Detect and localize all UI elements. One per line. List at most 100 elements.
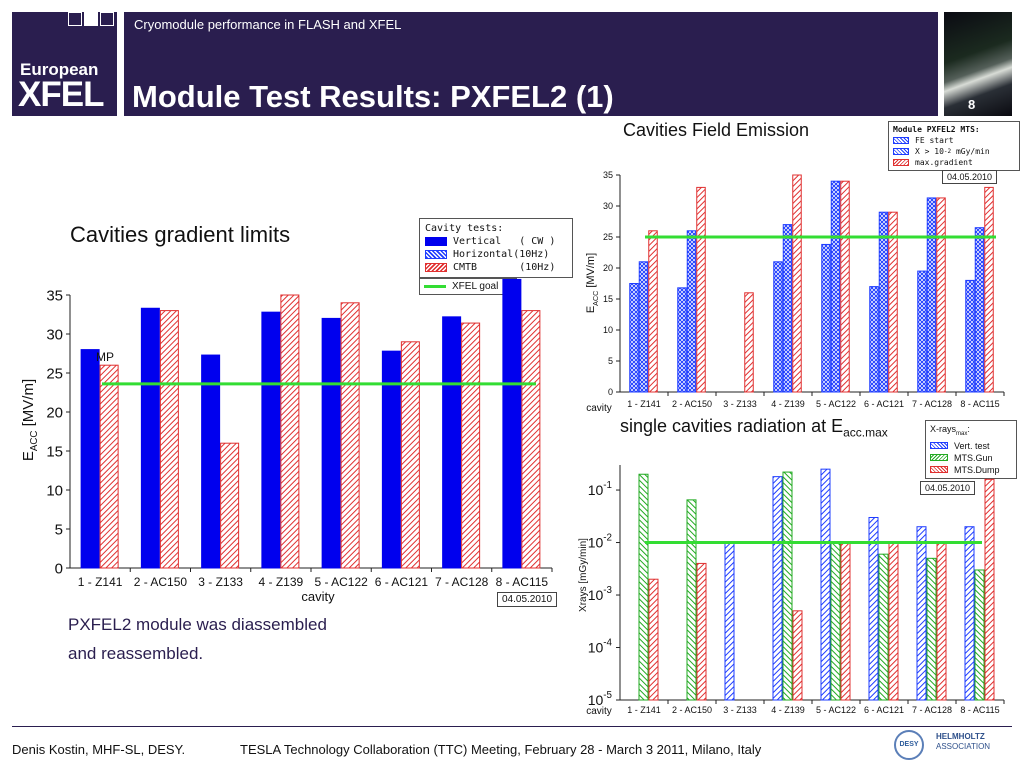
rad-date: 04.05.2010 (920, 481, 976, 495)
bar (696, 562, 707, 701)
bar (965, 279, 975, 393)
x-tick-label: 8 - AC115 (496, 575, 549, 589)
bar (686, 230, 697, 393)
bar (648, 578, 659, 701)
rad-heading-text: single cavities radiation at E (620, 416, 844, 436)
y-tick-label: 10-1 (588, 480, 612, 498)
bar (772, 476, 783, 701)
y-tick-label: 0 (608, 387, 613, 397)
y-tick-label: 0 (55, 560, 63, 577)
bar (80, 349, 100, 569)
x-tick-label: 6 - AC121 (864, 399, 904, 409)
logo-text-xfel: XFEL (18, 75, 104, 114)
rad-heading: single cavities radiation at Eacc.max (620, 416, 888, 440)
legend-item-vertical: Vertical ( CW ) (425, 235, 567, 248)
bar (888, 542, 899, 701)
y-tick-label: 10-4 (588, 638, 613, 656)
y-tick-label: 5 (608, 356, 613, 366)
fe-date: 04.05.2010 (942, 170, 998, 184)
bar (400, 341, 420, 569)
x-tick-label: 5 - AC122 (816, 399, 856, 409)
x-axis-label: cavity (586, 706, 612, 717)
y-tick-label: 30 (603, 201, 613, 211)
bar (220, 442, 240, 569)
y-axis-label: Xrays [mGy/min] (578, 538, 589, 612)
bar (830, 180, 841, 393)
bar (926, 557, 937, 701)
bar (964, 526, 975, 701)
xfel-goal-legend: XFEL goal (419, 278, 517, 295)
legend-item-x-threshold: X > 10 -2 mGy/min (893, 146, 1015, 157)
fe-legend-title: Module PXFEL2 MTS: (893, 125, 980, 134)
bar (782, 471, 793, 701)
bar (974, 227, 985, 393)
legend-item-cmtb: CMTB (10Hz) (425, 261, 567, 274)
title-bar (124, 12, 938, 116)
bar (821, 243, 831, 393)
bar (159, 310, 179, 569)
bar (840, 542, 851, 701)
y-tick-label: 10-3 (588, 585, 613, 603)
header-photo (944, 12, 1012, 116)
y-tick-label: 35 (603, 170, 613, 180)
y-tick-label: 5 (55, 521, 63, 538)
bar (782, 224, 793, 393)
y-tick-label: 25 (603, 232, 613, 242)
xfel-logo (12, 12, 117, 116)
bar (984, 186, 994, 393)
x-tick-label: 5 - AC122 (314, 575, 368, 589)
x-tick-label: 2 - AC150 (672, 399, 712, 409)
legend-item-max-gradient: max.gradient (893, 157, 1015, 168)
bar (974, 569, 985, 701)
y-tick-label: 15 (46, 443, 63, 460)
x-tick-label: 7 - AC128 (435, 575, 489, 589)
y-tick-label: 20 (603, 263, 613, 273)
legend-item-horizontal: Horizontal(10Hz) (425, 248, 567, 261)
x-tick-label: 4 - Z139 (771, 399, 805, 409)
bar (936, 542, 947, 701)
x-tick-label: 8 - AC115 (960, 399, 999, 409)
slide-subtitle: Cryomodule performance in FLASH and XFEL (134, 17, 402, 32)
xfel-goal-swatch (424, 285, 446, 288)
fe-heading: Cavities Field Emission (623, 120, 810, 140)
note-text: PXFEL2 module was diassembled and reasse… (68, 610, 327, 668)
x-tick-label: 3 - Z133 (723, 399, 757, 409)
y-axis-label: EACC [MV/m] (585, 253, 600, 313)
bar (280, 294, 300, 569)
bar (677, 287, 687, 393)
bar (696, 186, 706, 393)
legend-item-vert-test: Vert. test (930, 440, 1012, 452)
y-tick-label: 15 (603, 294, 613, 304)
y-tick-label: 10-5 (588, 690, 613, 708)
bar (773, 261, 783, 393)
gradient-plot: 0 5 10 15 20 25 30 35 1 - Z141 2 - AC150 3 - Z133 4… (20, 278, 553, 604)
rad-heading-sub: acc.max (843, 425, 888, 440)
field-emission-plot: 0 5 10 15 20 25 30 35 1 - Z141 2 - AC150 3 - Z133 4… (585, 170, 1005, 414)
gradient-legend: Cavity tests: Vertical ( CW ) Horizontal… (419, 218, 573, 278)
x-tick-label: 1 - Z141 (627, 399, 661, 409)
bar (140, 307, 160, 569)
swatch-cmtb (425, 263, 447, 272)
y-tick-label: 10 (46, 482, 63, 499)
x-tick-label: 2 - AC150 (134, 575, 188, 589)
bar (830, 542, 841, 701)
footer-author: Denis Kostin, MHF-SL, DESY. (12, 742, 186, 757)
note-line-2: and reassembled. (68, 644, 204, 663)
bar (926, 197, 937, 393)
x-tick-label: 7 - AC128 (912, 705, 952, 715)
bar (638, 473, 649, 701)
bar (792, 610, 803, 701)
y-tick-label: 10 (603, 325, 613, 335)
bar (629, 283, 639, 393)
bar (686, 499, 697, 701)
x-tick-label: 8 - AC115 (960, 705, 999, 715)
y-tick-label: 30 (46, 326, 63, 343)
gradient-date: 04.05.2010 (497, 592, 558, 607)
x-tick-label: 5 - AC122 (816, 705, 856, 715)
bar (792, 174, 802, 393)
x-tick-label: 1 - Z141 (627, 705, 661, 715)
swatch-horizontal (425, 250, 447, 259)
bar (99, 364, 119, 569)
y-tick-label: 20 (46, 404, 63, 421)
x-axis-label: cavity (301, 589, 335, 604)
